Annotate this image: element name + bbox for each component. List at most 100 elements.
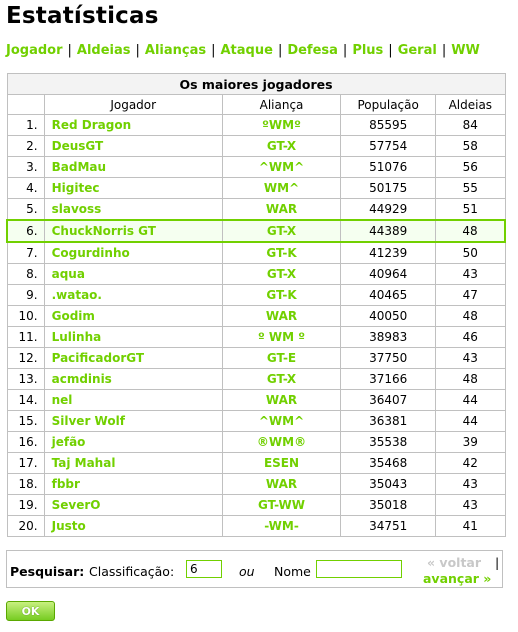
- player-link[interactable]: DeusGT: [51, 139, 104, 153]
- alliance-link[interactable]: GT-X: [266, 224, 297, 238]
- search-label: Pesquisar:: [10, 564, 85, 579]
- player-link[interactable]: Red Dragon: [51, 118, 132, 132]
- rank-cell: 12.: [6, 347, 45, 369]
- nav-tab-ww[interactable]: WW: [451, 43, 480, 58]
- player-link[interactable]: Silver Wolf: [51, 414, 125, 428]
- population-cell: 37750: [340, 347, 437, 369]
- alliance-link[interactable]: GT-K: [266, 246, 297, 260]
- rank-cell: 10.: [6, 305, 45, 327]
- header-villages: Aldeias: [435, 94, 506, 115]
- player-link[interactable]: Higitec: [51, 181, 100, 195]
- alliance-cell: ®WM®: [221, 431, 342, 453]
- population-cell: 35468: [340, 452, 437, 474]
- player-link[interactable]: PacificadorGT: [51, 351, 145, 365]
- name-input[interactable]: [316, 560, 402, 578]
- population-cell: 36381: [340, 410, 437, 432]
- alliance-link[interactable]: GT-X: [266, 372, 297, 386]
- ok-button[interactable]: OK: [6, 601, 55, 621]
- nav-tab-aldeias[interactable]: Aldeias: [76, 43, 131, 58]
- population-cell: 35538: [340, 431, 437, 453]
- nav-separator: |: [135, 43, 140, 58]
- player-cell: DeusGT: [43, 135, 223, 157]
- alliance-cell: ºWMº: [221, 114, 342, 136]
- alliance-link[interactable]: ^WM^: [258, 160, 305, 174]
- alliance-link[interactable]: ®WM®: [256, 435, 307, 449]
- alliance-link[interactable]: GT-WW: [258, 498, 305, 512]
- alliance-link[interactable]: -WM-: [264, 519, 299, 533]
- population-cell: 41239: [340, 241, 437, 264]
- player-link[interactable]: Lulinha: [51, 330, 102, 344]
- alliance-cell: ^WM^: [221, 410, 342, 432]
- alliance-link[interactable]: WAR: [265, 477, 298, 491]
- villages-cell: 44: [435, 389, 506, 411]
- alliance-link[interactable]: ^WM^: [258, 414, 305, 428]
- player-cell: .watao.: [43, 284, 223, 306]
- player-link[interactable]: ChuckNorris GT: [51, 224, 156, 238]
- player-cell: Lulinha: [43, 326, 223, 348]
- player-link[interactable]: Justo: [51, 519, 86, 533]
- player-cell: Cogurdinho: [43, 241, 223, 264]
- player-link[interactable]: acmdinis: [51, 372, 112, 386]
- nav-tab-jogador[interactable]: Jogador: [6, 43, 63, 58]
- rank-cell: 2.: [6, 135, 45, 157]
- forward-link[interactable]: avançar »: [423, 571, 492, 586]
- population-cell: 40465: [340, 284, 437, 306]
- alliance-link[interactable]: GT-K: [266, 288, 297, 302]
- search-panel: Pesquisar: Classificação: ou Nome « volt…: [6, 550, 503, 588]
- alliance-link[interactable]: GT-X: [266, 267, 297, 281]
- header-alliance: Aliança: [221, 94, 342, 115]
- player-cell: aqua: [43, 263, 223, 285]
- table-row: 4. Higitec WM^ 50175 55: [6, 177, 506, 199]
- alliance-link[interactable]: WAR: [265, 202, 298, 216]
- alliance-cell: -WM-: [221, 515, 342, 537]
- alliance-link[interactable]: GT-X: [266, 139, 297, 153]
- nav-separator: |: [277, 43, 283, 58]
- nav-tab-geral[interactable]: Geral: [397, 43, 437, 58]
- nav-tab-aliancas[interactable]: Alianças: [144, 43, 207, 58]
- player-link[interactable]: fbbr: [51, 477, 80, 491]
- player-link[interactable]: jefão: [51, 435, 86, 449]
- table-row: 1. Red Dragon ºWMº 85595 84: [6, 114, 506, 136]
- alliance-link[interactable]: ESEN: [263, 456, 300, 470]
- player-link[interactable]: SeverO: [51, 498, 101, 512]
- player-cell: SeverO: [43, 494, 223, 516]
- alliance-link[interactable]: ºWMº: [262, 118, 301, 132]
- nav-tab-defesa[interactable]: Defesa: [287, 43, 338, 58]
- player-cell: Higitec: [43, 177, 223, 199]
- rank-cell: 1.: [6, 114, 45, 136]
- player-link[interactable]: Taj Mahal: [51, 456, 116, 470]
- player-cell: fbbr: [43, 473, 223, 495]
- player-link[interactable]: Godim: [51, 309, 95, 323]
- nav-tab-plus[interactable]: Plus: [352, 43, 384, 58]
- nav-separator: |: [67, 43, 72, 58]
- alliance-link[interactable]: WM^: [263, 181, 300, 195]
- player-link[interactable]: nel: [51, 393, 73, 407]
- nav-tab-ataque[interactable]: Ataque: [220, 43, 273, 58]
- alliance-link[interactable]: WAR: [265, 309, 298, 323]
- alliance-link[interactable]: º WM º: [257, 330, 306, 344]
- alliance-cell: GT-X: [221, 219, 342, 243]
- table-row: 16. jefão ®WM® 35538 39: [6, 431, 506, 453]
- villages-cell: 55: [435, 177, 506, 199]
- player-link[interactable]: aqua: [51, 267, 85, 281]
- rank-input[interactable]: [186, 560, 222, 578]
- player-link[interactable]: Cogurdinho: [51, 246, 130, 260]
- population-cell: 34751: [340, 515, 437, 537]
- player-cell: Silver Wolf: [43, 410, 223, 432]
- rank-label: Classificação:: [89, 564, 175, 579]
- table-row: 3. BadMau ^WM^ 51076 56: [6, 156, 506, 178]
- player-link[interactable]: BadMau: [51, 160, 107, 174]
- nav-separator: |: [342, 43, 348, 58]
- alliance-link[interactable]: GT-E: [266, 351, 297, 365]
- player-link[interactable]: slavoss: [51, 202, 102, 216]
- back-link: « voltar: [427, 555, 482, 570]
- table-row: 13. acmdinis GT-X 37166 48: [6, 368, 506, 390]
- alliance-link[interactable]: WAR: [265, 393, 298, 407]
- alliance-cell: GT-X: [221, 135, 342, 157]
- alliance-cell: WAR: [221, 389, 342, 411]
- name-label: Nome: [274, 564, 311, 579]
- villages-cell: 48: [435, 305, 506, 327]
- alliance-cell: GT-E: [221, 347, 342, 369]
- player-cell: Red Dragon: [43, 114, 223, 136]
- player-link[interactable]: .watao.: [51, 288, 102, 302]
